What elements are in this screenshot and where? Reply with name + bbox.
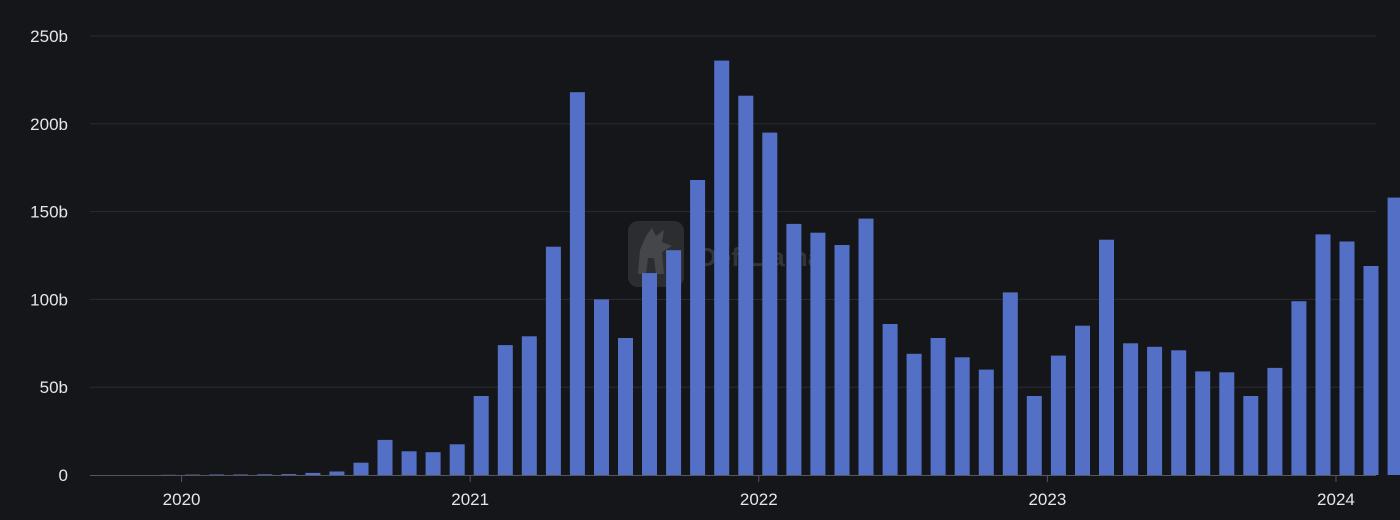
axes: 0 50b 100b 150b 200b 250b 2020 2021 2022 2023 2024 — [30, 27, 1376, 509]
bar — [978, 369, 994, 475]
y-tick-label: 200b — [30, 115, 68, 134]
bar — [1099, 239, 1114, 475]
bar — [569, 92, 585, 475]
bar — [834, 245, 850, 475]
x-tick-label: 2024 — [1317, 490, 1355, 509]
y-tick-label: 150b — [30, 203, 68, 222]
bar — [353, 462, 369, 475]
bar — [666, 250, 682, 475]
bar — [1219, 372, 1235, 475]
bar — [377, 439, 393, 475]
y-tick-label: 0 — [59, 466, 68, 485]
bar — [449, 444, 465, 475]
bar — [858, 218, 874, 475]
bar — [954, 357, 970, 475]
bar — [1387, 197, 1400, 475]
x-tick-label: 2020 — [163, 490, 201, 509]
bar — [1075, 325, 1090, 475]
bar — [906, 353, 922, 475]
y-tick-label: 250b — [30, 27, 68, 46]
bar — [1291, 301, 1307, 475]
bar — [401, 451, 417, 475]
bar — [209, 474, 225, 475]
bar — [1123, 343, 1139, 475]
bar — [690, 180, 706, 475]
bar — [1243, 396, 1259, 475]
bar — [810, 232, 826, 475]
bar — [786, 223, 802, 475]
bar — [1267, 367, 1283, 475]
bar — [1171, 350, 1187, 475]
bar — [1363, 266, 1379, 475]
bar — [305, 472, 321, 475]
x-tick-label: 2022 — [740, 490, 778, 509]
bar — [233, 474, 249, 475]
bar — [473, 396, 489, 475]
bar — [281, 474, 297, 475]
x-tick-label: 2021 — [451, 490, 489, 509]
x-tick-label: 2023 — [1028, 490, 1066, 509]
bar — [1050, 355, 1066, 475]
bar — [594, 299, 609, 475]
y-tick-label: 50b — [40, 378, 68, 397]
bar — [882, 324, 898, 475]
bar — [1315, 234, 1331, 475]
bar — [714, 60, 730, 475]
bar — [425, 452, 441, 475]
bar — [1195, 371, 1211, 475]
bar — [642, 273, 657, 475]
bar — [738, 95, 754, 475]
bar — [1147, 346, 1163, 475]
bar — [618, 338, 633, 475]
bar — [329, 471, 345, 475]
bars — [161, 60, 1400, 475]
bar — [1002, 292, 1018, 475]
bar — [1026, 396, 1042, 475]
bar — [497, 345, 513, 475]
bar — [257, 474, 273, 475]
grid — [90, 35, 1376, 388]
bar — [1339, 241, 1355, 475]
bar — [521, 336, 537, 475]
bar — [762, 132, 778, 475]
bar — [545, 246, 561, 475]
bar — [930, 338, 946, 475]
y-tick-label: 100b — [30, 290, 68, 309]
